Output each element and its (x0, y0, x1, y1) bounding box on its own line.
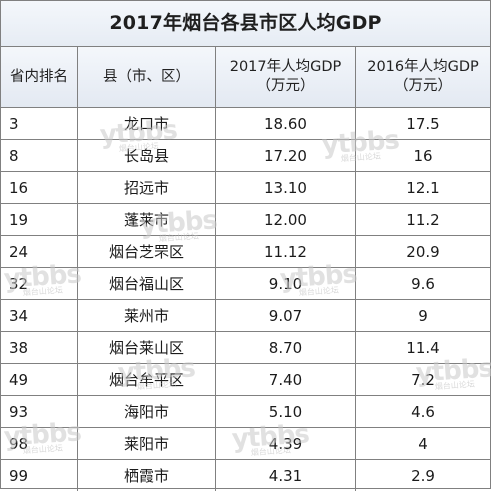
gdp-2017-cell: 17.20 (216, 140, 356, 171)
county-cell: 烟台莱山区 (78, 332, 216, 363)
gdp-2017-cell: 8.70 (216, 332, 356, 363)
rank-cell: 16 (1, 172, 78, 203)
county-cell: 莱州市 (78, 300, 216, 331)
table-row: 93 海阳市 5.10 4.6 (1, 396, 490, 428)
rank-cell: 98 (1, 428, 78, 459)
header-gdp-2017-unit: （万元） (256, 78, 315, 94)
rank-cell: 49 (1, 364, 78, 395)
table-row: 34 莱州市 9.07 9 (1, 300, 490, 332)
gdp-2016-cell: 11.2 (406, 210, 440, 229)
rank-cell: 99 (1, 460, 78, 491)
rank-cell: 19 (1, 204, 78, 235)
gdp-2016-cell: 9 (418, 306, 428, 325)
county-cell: 招远市 (78, 172, 216, 203)
county-cell: 龙口市 (78, 108, 216, 139)
rank-cell: 32 (1, 268, 78, 299)
table-title: 2017年烟台各县市区人均GDP (1, 1, 490, 47)
gdp-2016-cell: 2.9 (411, 466, 435, 485)
gdp-2017-cell: 13.10 (216, 172, 356, 203)
gdp-2017-cell: 9.10 (216, 268, 356, 299)
gdp-2017-cell: 12.00 (216, 204, 356, 235)
gdp-2016-cell: 17.5 (406, 114, 440, 133)
gdp-2016-cell: 4.6 (411, 402, 435, 421)
county-cell: 海阳市 (78, 396, 216, 427)
table-row: 8 长岛县 17.20 16 (1, 140, 490, 172)
header-gdp-2017-label: 2017年人均GDP (229, 59, 342, 75)
gdp-2016-cell: 7.2 (411, 370, 435, 389)
header-rank: 省内排名 (1, 47, 78, 107)
header-gdp-2016-unit: （万元） (393, 78, 452, 94)
table-row: 16 招远市 13.10 12.1 (1, 172, 490, 204)
gdp-2017-cell: 11.12 (216, 236, 356, 267)
gdp-2017-cell: 9.07 (216, 300, 356, 331)
header-gdp-2016-label: 2016年人均GDP (367, 59, 479, 75)
table-body: 3 龙口市 18.60 17.5 8 长岛县 17.20 16 16 招远市 1… (1, 108, 490, 491)
header-county: 县（市、区） (78, 47, 216, 107)
county-cell: 莱阳市 (78, 428, 216, 459)
gdp-2016-cell: 11.4 (406, 338, 440, 357)
county-cell: 烟台福山区 (78, 268, 216, 299)
table-row: 99 栖霞市 4.31 2.9 (1, 460, 490, 491)
rank-cell: 8 (1, 140, 78, 171)
county-cell: 长岛县 (78, 140, 216, 171)
gdp-2016-cell: 16 (413, 146, 433, 165)
table-row: 38 烟台莱山区 8.70 11.4 (1, 332, 490, 364)
table-header-row: 省内排名 县（市、区） 2017年人均GDP （万元） 2016年人均GDP （… (1, 47, 490, 108)
county-cell: 蓬莱市 (78, 204, 216, 235)
gdp-2017-cell: 7.40 (216, 364, 356, 395)
rank-cell: 93 (1, 396, 78, 427)
table-row: 3 龙口市 18.60 17.5 (1, 108, 490, 140)
table-row: 24 烟台芝罘区 11.12 20.9 (1, 236, 490, 268)
county-cell: 烟台牟平区 (78, 364, 216, 395)
gdp-2016-cell: 4 (418, 434, 428, 453)
gdp-2016-cell: 12.1 (406, 178, 440, 197)
gdp-2016-cell: 20.9 (406, 242, 440, 261)
gdp-2017-cell: 4.31 (216, 460, 356, 491)
rank-cell: 24 (1, 236, 78, 267)
table-row: 98 莱阳市 4.39 4 (1, 428, 490, 460)
county-cell: 栖霞市 (78, 460, 216, 491)
header-gdp-2016: 2016年人均GDP （万元） (356, 47, 490, 107)
county-cell: 烟台芝罘区 (78, 236, 216, 267)
table-row: 32 烟台福山区 9.10 9.6 (1, 268, 490, 300)
rank-cell: 34 (1, 300, 78, 331)
gdp-2017-cell: 5.10 (216, 396, 356, 427)
table-row: 49 烟台牟平区 7.40 7.2 (1, 364, 490, 396)
gdp-2016-cell: 9.6 (411, 274, 435, 293)
gdp-2017-cell: 18.60 (216, 108, 356, 139)
table-row: 19 蓬莱市 12.00 11.2 (1, 204, 490, 236)
gdp-2017-cell: 4.39 (216, 428, 356, 459)
header-gdp-2017: 2017年人均GDP （万元） (216, 47, 356, 107)
rank-cell: 3 (1, 108, 78, 139)
rank-cell: 38 (1, 332, 78, 363)
